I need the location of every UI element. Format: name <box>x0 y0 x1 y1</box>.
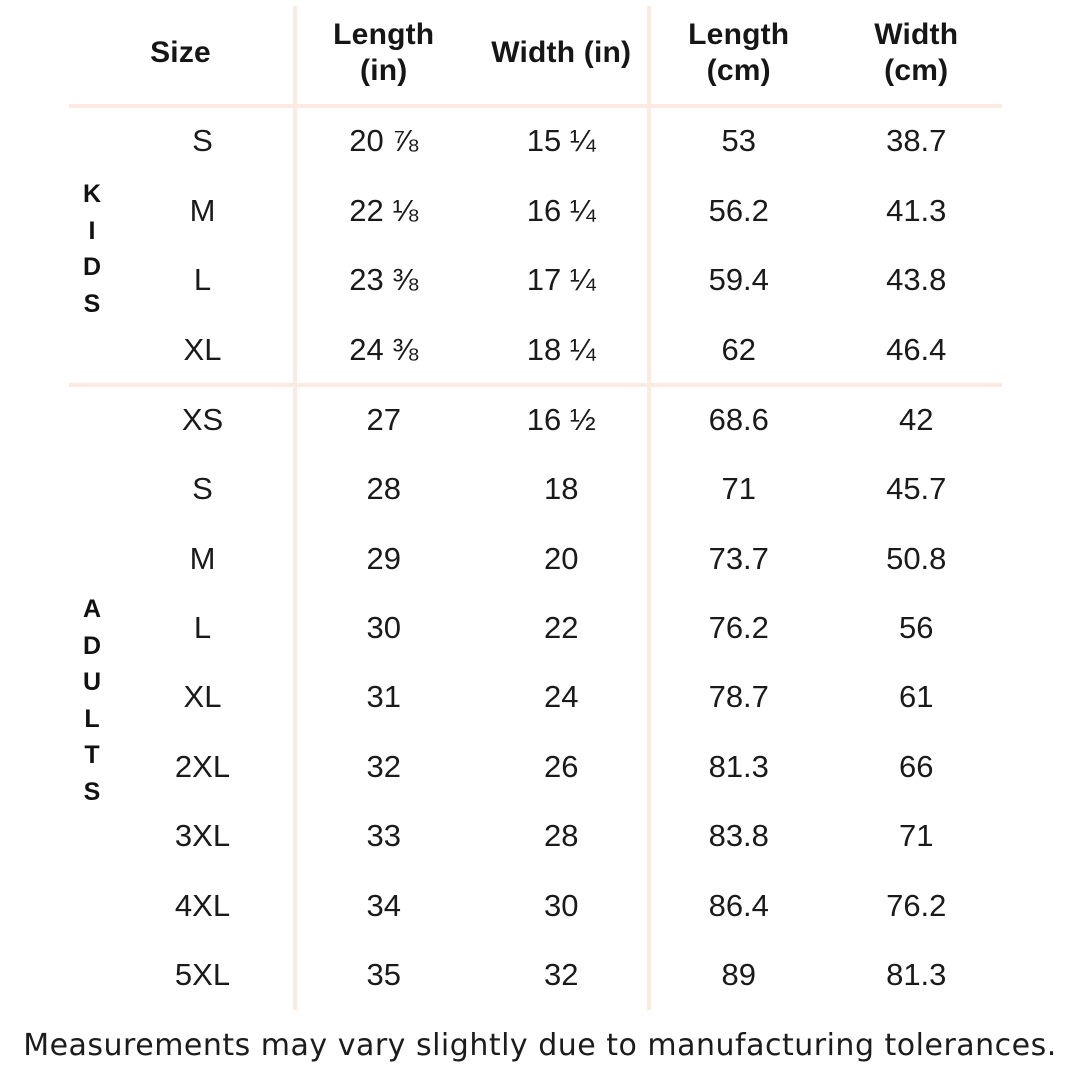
size-cell: 2XL <box>174 748 231 784</box>
length-cm-cell: 59.4 <box>708 262 769 298</box>
length-cm-cell: 86.4 <box>708 887 769 923</box>
size-cell: XL <box>183 332 222 368</box>
table-row: XS 27 16 ½ 68.6 42 <box>0 385 1005 454</box>
column-header-length-in: Length (in) <box>333 18 435 87</box>
section-label-kids: KIDS <box>82 180 102 318</box>
width-cm-cell: 38.7 <box>886 122 947 158</box>
size-chart-table: KIDS ADULTS Size Length (in) Width (in) … <box>0 0 1005 1010</box>
length-cm-cell: 68.6 <box>708 401 769 437</box>
length-in-cell: 30 <box>366 610 401 646</box>
length-cm-cell: 73.7 <box>708 540 769 576</box>
column-header-width-cm: Width (cm) <box>874 18 959 87</box>
width-cm-cell: 50.8 <box>886 540 947 576</box>
length-in-cell: 35 <box>366 957 401 993</box>
length-in-cell: 27 <box>366 401 401 437</box>
length-in-cell: 28 <box>366 471 401 507</box>
length-in-cell: 24 ⅜ <box>349 332 419 368</box>
length-cm-cell: 78.7 <box>708 679 769 715</box>
length-cm-cell: 89 <box>721 957 756 993</box>
footer: Measurements may vary slightly due to ma… <box>0 1028 1080 1063</box>
table-row: 3XL 33 28 83.8 71 <box>0 802 1005 871</box>
length-cm-cell: 71 <box>721 471 756 507</box>
length-in-cell: 22 ⅛ <box>349 192 419 228</box>
width-in-cell: 18 <box>544 471 579 507</box>
width-in-cell: 28 <box>544 818 579 854</box>
size-cell: XS <box>181 401 224 437</box>
section-label-adults: ADULTS <box>82 595 102 806</box>
header-divider <box>69 104 1002 108</box>
length-in-cell: 34 <box>366 887 401 923</box>
length-in-cell: 23 ⅜ <box>349 262 419 298</box>
width-in-cell: 30 <box>544 887 579 923</box>
width-cm-cell: 42 <box>899 401 934 437</box>
size-cell: 3XL <box>174 818 231 854</box>
size-cell: 4XL <box>174 887 231 923</box>
length-in-cell: 20 ⅞ <box>349 122 419 158</box>
table-row: 5XL 35 32 89 81.3 <box>0 941 1005 1010</box>
size-cell: 5XL <box>174 957 231 993</box>
table-row: S 20 ⅞ 15 ¼ 53 38.7 <box>0 106 1005 176</box>
size-cell: L <box>193 262 212 298</box>
width-in-cell: 17 ¼ <box>526 262 596 298</box>
header-spacer <box>0 0 110 106</box>
width-in-cell: 18 ¼ <box>526 332 596 368</box>
width-in-cell: 16 ¼ <box>526 192 596 228</box>
vertical-divider-size <box>293 6 297 1010</box>
width-cm-cell: 81.3 <box>886 957 947 993</box>
width-in-cell: 32 <box>544 957 579 993</box>
width-cm-cell: 61 <box>899 679 934 715</box>
width-in-cell: 15 ¼ <box>526 122 596 158</box>
length-cm-cell: 83.8 <box>708 818 769 854</box>
width-in-cell: 26 <box>544 748 579 784</box>
table-row: M 29 20 73.7 50.8 <box>0 524 1005 593</box>
vertical-divider-units <box>647 6 651 1010</box>
width-cm-cell: 43.8 <box>886 262 947 298</box>
table-row: 4XL 34 30 86.4 76.2 <box>0 871 1005 940</box>
table-row: M 22 ⅛ 16 ¼ 56.2 41.3 <box>0 176 1005 246</box>
length-cm-cell: 81.3 <box>708 748 769 784</box>
length-cm-cell: 56.2 <box>708 192 769 228</box>
width-in-cell: 16 ½ <box>526 401 596 437</box>
column-header-width-in: Width (in) <box>491 36 632 69</box>
size-cell: L <box>193 610 212 646</box>
length-in-cell: 32 <box>366 748 401 784</box>
tolerance-note: Measurements may vary slightly due to ma… <box>23 1028 1057 1063</box>
width-cm-cell: 41.3 <box>886 192 947 228</box>
table-row: XL 24 ⅜ 18 ¼ 62 46.4 <box>0 315 1005 385</box>
column-header-length-cm: Length (cm) <box>688 18 790 87</box>
length-cm-cell: 62 <box>721 332 756 368</box>
size-cell: XL <box>183 679 222 715</box>
table-row: L 23 ⅜ 17 ¼ 59.4 43.8 <box>0 246 1005 316</box>
width-cm-cell: 66 <box>899 748 934 784</box>
size-cell: S <box>192 471 213 507</box>
width-cm-cell: 71 <box>899 818 934 854</box>
width-cm-cell: 46.4 <box>886 332 947 368</box>
table-row: 2XL 32 26 81.3 66 <box>0 732 1005 801</box>
size-cell: M <box>189 192 216 228</box>
width-cm-cell: 76.2 <box>886 887 947 923</box>
length-cm-cell: 53 <box>721 122 756 158</box>
length-in-cell: 33 <box>366 818 401 854</box>
width-in-cell: 22 <box>544 610 579 646</box>
width-in-cell: 20 <box>544 540 579 576</box>
kids-adults-divider <box>69 383 1002 387</box>
size-cell: M <box>189 540 216 576</box>
length-in-cell: 29 <box>366 540 401 576</box>
length-cm-cell: 76.2 <box>708 610 769 646</box>
length-in-cell: 31 <box>366 679 401 715</box>
column-header-size: Size <box>150 36 211 69</box>
width-cm-cell: 45.7 <box>886 471 947 507</box>
header-row: Size Length (in) Width (in) Length (cm) … <box>0 0 1005 106</box>
table-row: XL 31 24 78.7 61 <box>0 663 1005 732</box>
table-row: S 28 18 71 45.7 <box>0 454 1005 523</box>
width-cm-cell: 56 <box>899 610 934 646</box>
table-row: L 30 22 76.2 56 <box>0 593 1005 662</box>
size-cell: S <box>192 122 213 158</box>
width-in-cell: 24 <box>544 679 579 715</box>
